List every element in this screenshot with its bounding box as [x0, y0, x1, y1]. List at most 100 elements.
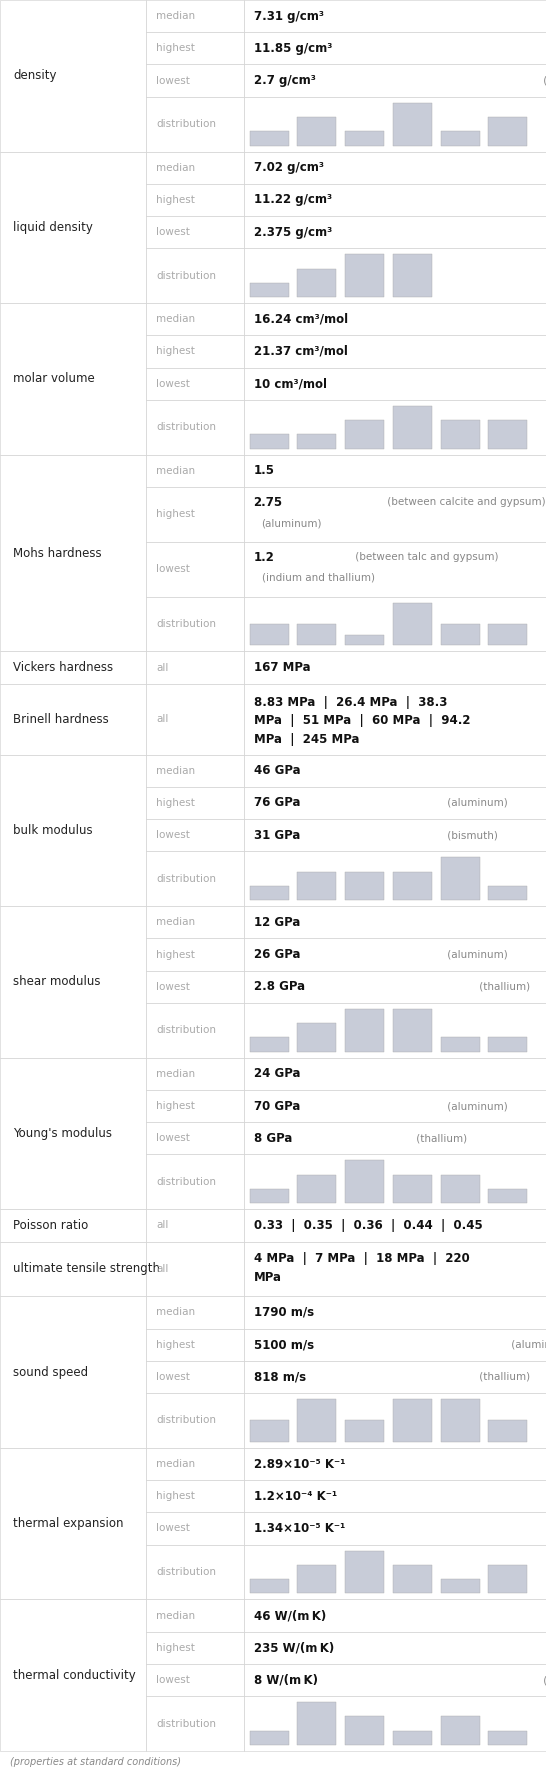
Bar — [250, 624, 289, 646]
Text: 2.7 g/cm³: 2.7 g/cm³ — [253, 75, 316, 87]
Bar — [146, 1242, 244, 1297]
Bar — [250, 1420, 289, 1443]
Bar — [146, 1599, 244, 1631]
Text: shear modulus: shear modulus — [13, 975, 100, 989]
Text: (aluminum): (aluminum) — [444, 950, 508, 959]
Text: distribution: distribution — [156, 119, 216, 130]
Bar — [488, 420, 527, 448]
Bar — [146, 543, 244, 596]
Text: 8.83 MPa  |  26.4 MPa  |  38.3: 8.83 MPa | 26.4 MPa | 38.3 — [253, 696, 447, 708]
Bar — [244, 683, 546, 754]
Text: 1.34×10⁻⁵ K⁻¹: 1.34×10⁻⁵ K⁻¹ — [253, 1523, 345, 1535]
Bar — [146, 400, 244, 455]
Text: 12 GPa: 12 GPa — [253, 916, 300, 929]
Text: 46 W/(m K): 46 W/(m K) — [253, 1608, 326, 1622]
Bar — [297, 624, 336, 646]
Bar — [244, 906, 546, 938]
Text: 818 m/s: 818 m/s — [253, 1370, 306, 1384]
Bar — [244, 400, 546, 455]
Text: (thallium): (thallium) — [413, 1133, 467, 1144]
Text: sound speed: sound speed — [13, 1366, 88, 1379]
Bar — [244, 1210, 546, 1242]
Text: (thallium): (thallium) — [476, 982, 530, 991]
Text: 2.8 GPa: 2.8 GPa — [253, 980, 305, 993]
Bar — [146, 1448, 244, 1480]
Text: 7.02 g/cm³: 7.02 g/cm³ — [253, 162, 324, 174]
Bar — [146, 1695, 244, 1751]
Text: 2.375 g/cm³: 2.375 g/cm³ — [253, 226, 332, 238]
Bar — [244, 151, 546, 183]
Bar — [244, 786, 546, 818]
Text: all: all — [156, 662, 169, 672]
Text: bulk modulus: bulk modulus — [13, 824, 93, 836]
Bar — [297, 1398, 336, 1443]
Text: highest: highest — [156, 196, 195, 205]
Bar — [146, 249, 244, 302]
Text: 5100 m/s: 5100 m/s — [253, 1338, 313, 1352]
Text: Young's modulus: Young's modulus — [13, 1126, 112, 1140]
Bar — [244, 1512, 546, 1544]
Bar — [146, 1663, 244, 1695]
Bar — [345, 420, 384, 448]
Bar — [441, 1580, 479, 1594]
Bar — [244, 1448, 546, 1480]
Text: lowest: lowest — [156, 564, 190, 575]
Bar — [441, 857, 479, 900]
Text: 21.37 cm³/mol: 21.37 cm³/mol — [253, 345, 347, 358]
Bar — [244, 183, 546, 215]
Bar — [297, 434, 336, 448]
Bar — [0, 1297, 146, 1448]
Bar — [146, 151, 244, 183]
Bar — [244, 1242, 546, 1297]
Bar — [244, 651, 546, 683]
Text: lowest: lowest — [156, 76, 190, 85]
Bar — [250, 1037, 289, 1051]
Text: 1.2: 1.2 — [253, 550, 275, 564]
Bar — [244, 543, 546, 596]
Bar — [244, 249, 546, 302]
Text: 11.85 g/cm³: 11.85 g/cm³ — [253, 43, 332, 55]
Text: 4 MPa  |  7 MPa  |  18 MPa  |  220: 4 MPa | 7 MPa | 18 MPa | 220 — [253, 1251, 469, 1265]
Text: (aluminum): (aluminum) — [444, 1101, 508, 1112]
Text: highest: highest — [156, 509, 195, 519]
Bar — [146, 1631, 244, 1663]
Bar — [345, 872, 384, 900]
Text: lowest: lowest — [156, 1676, 190, 1685]
Bar — [393, 1731, 432, 1745]
Text: 16.24 cm³/mol: 16.24 cm³/mol — [253, 313, 348, 326]
Bar — [146, 1003, 244, 1059]
Bar — [146, 368, 244, 400]
Bar — [250, 1731, 289, 1745]
Bar — [393, 603, 432, 646]
Text: median: median — [156, 162, 195, 173]
Bar — [244, 32, 546, 64]
Bar — [146, 754, 244, 786]
Text: 24 GPa: 24 GPa — [253, 1067, 300, 1080]
Text: distribution: distribution — [156, 1719, 216, 1729]
Bar — [244, 1003, 546, 1059]
Text: (aluminum): (aluminum) — [262, 518, 322, 528]
Text: 76 GPa: 76 GPa — [253, 797, 300, 809]
Text: median: median — [156, 1459, 195, 1469]
Bar — [441, 1398, 479, 1443]
Text: (bismuth): (bismuth) — [540, 1676, 546, 1685]
Bar — [244, 64, 546, 96]
Text: all: all — [156, 1220, 169, 1231]
Text: distribution: distribution — [156, 619, 216, 630]
Text: MPa  |  245 MPa: MPa | 245 MPa — [253, 733, 359, 745]
Text: Brinell hardness: Brinell hardness — [13, 713, 109, 726]
Bar — [244, 938, 546, 971]
Bar — [146, 183, 244, 215]
Text: highest: highest — [156, 1340, 195, 1350]
Bar — [441, 420, 479, 448]
Bar — [146, 1480, 244, 1512]
Bar — [0, 302, 146, 455]
Bar — [250, 886, 289, 900]
Bar — [0, 1448, 146, 1599]
Bar — [297, 1023, 336, 1051]
Bar — [488, 1566, 527, 1594]
Bar — [244, 215, 546, 249]
Text: Mohs hardness: Mohs hardness — [13, 546, 102, 560]
Bar — [146, 336, 244, 368]
Bar — [146, 1297, 244, 1329]
